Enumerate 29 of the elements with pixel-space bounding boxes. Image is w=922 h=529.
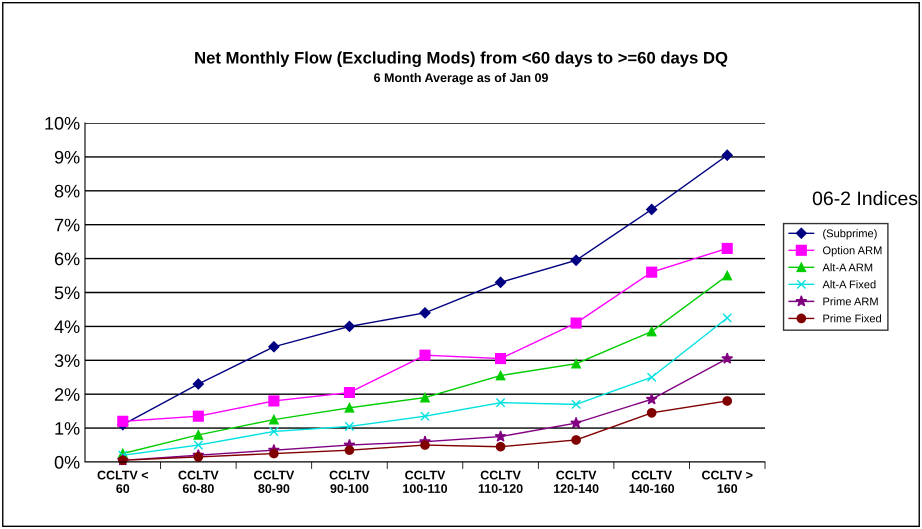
- x-tick-label: CCLTV 100-110: [403, 470, 448, 493]
- x-tick-label: CCLTV 90-100: [330, 470, 370, 493]
- x-tick-label: CCLTV > 160: [702, 470, 752, 493]
- legend-label: Prime Fixed: [823, 314, 881, 322]
- legend-label: (Subprime): [823, 229, 877, 240]
- chart-subtitle: 6 Month Average as of Jan 09: [374, 72, 548, 85]
- legend-title: 06-2 Indices: [812, 190, 918, 206]
- legend-label: Alt-A ARM: [822, 263, 872, 272]
- x-tick-label: CCLTV 80-90: [254, 470, 294, 493]
- legend-label: Option ARM: [822, 246, 882, 256]
- chart-title: Net Monthly Flow (Excluding Mods) from <60 days to >=60 days DQ: [195, 51, 728, 68]
- x-tick-label: CCLTV < 60: [98, 470, 148, 493]
- y-tick-label: 6%: [54, 252, 80, 266]
- y-tick-label: 1%: [55, 422, 80, 435]
- legend-label: Alt-A Fixed: [822, 280, 876, 288]
- y-tick-label: 3%: [54, 354, 80, 368]
- x-tick-label: CCLTV 120-140: [554, 470, 599, 493]
- y-tick-label: 2%: [54, 388, 80, 401]
- y-tick-label: 9%: [54, 150, 80, 164]
- legend-label: Prime ARM: [823, 297, 878, 306]
- x-tick-label: CCLTV 140-160: [630, 470, 674, 493]
- y-tick-label: 7%: [54, 218, 80, 232]
- x-tick-label: CCLTV 60-80: [178, 470, 219, 493]
- y-tick-label: 10%: [45, 116, 80, 130]
- y-tick-label: 8%: [54, 184, 80, 198]
- x-tick-label: CCLTV 110-120: [478, 470, 523, 493]
- y-tick-label: 0%: [54, 456, 80, 469]
- y-tick-label: 4%: [54, 320, 80, 334]
- y-tick-label: 5%: [54, 286, 80, 300]
